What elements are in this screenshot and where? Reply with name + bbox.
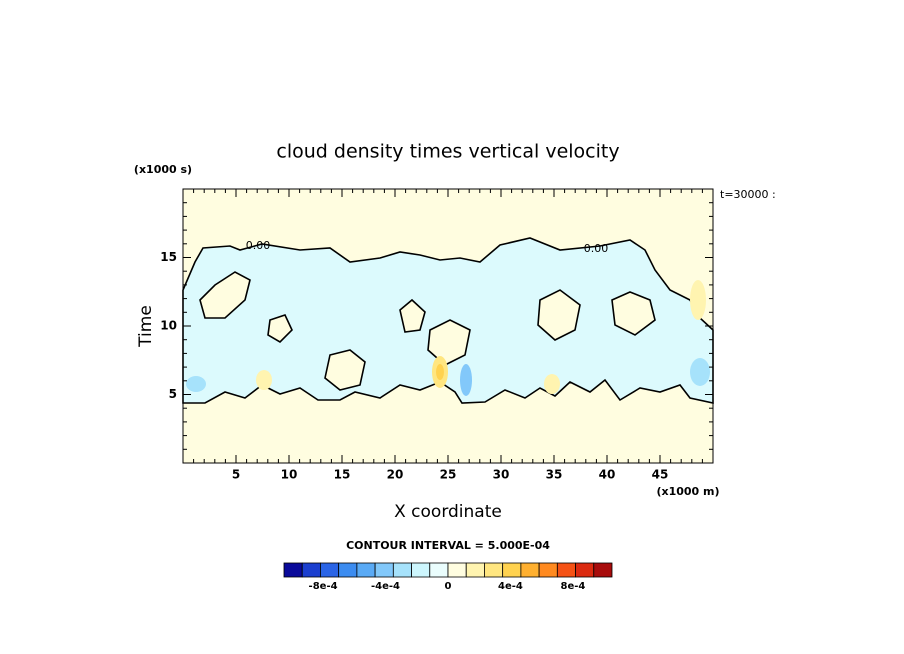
colorbar-box [429,562,449,578]
x-tick-label: 5 [232,468,240,482]
positive-patch [544,374,560,394]
negative-patch [186,376,206,392]
colorbar-box [502,562,522,578]
x-unit: (x1000 m) [656,485,719,498]
colorbar-box [593,562,613,578]
x-tick-label: 45 [652,468,669,482]
positive-patch [256,370,272,390]
x-tick-label: 40 [599,468,616,482]
positive-patch [690,280,706,320]
y-unit: (x1000 s) [134,163,192,176]
y-axis-label: Time [136,305,156,348]
contour-label: 0.00 [584,242,609,255]
colorbar-box [484,562,504,578]
positive-patch [436,364,444,380]
colorbar-box [520,562,540,578]
colorbar-label: -8e-4 [309,581,338,592]
colorbar-box [283,562,303,578]
negative-patch [690,358,710,386]
x-axis-label: X coordinate [394,502,502,522]
colorbar-box [374,562,394,578]
colorbar-box [301,562,321,578]
colorbar-box [320,562,340,578]
x-tick-label: 20 [387,468,404,482]
plot-field: 0.00 0.00 [182,188,714,464]
x-tick-label: 25 [440,468,457,482]
colorbar-box [411,562,431,578]
colorbar-box [556,562,576,578]
contour-interval: CONTOUR INTERVAL = 5.000E-04 [346,539,550,552]
chart-title: cloud density times vertical velocity [276,141,619,163]
contour-label: 0.00 [246,239,271,252]
negative-patch [460,364,472,396]
colorbar-box [447,562,467,578]
time-label: t=30000 : [720,188,776,201]
colorbar-box [338,562,358,578]
colorbar-box [356,562,376,578]
colorbar-box [538,562,558,578]
x-tick-label: 10 [281,468,298,482]
colorbar-box [465,562,485,578]
y-tick-label: 10 [160,319,177,333]
y-tick-label: 5 [169,387,177,401]
x-tick-label: 35 [546,468,563,482]
colorbar-label: -4e-4 [371,581,400,592]
colorbar-box [575,562,595,578]
colorbar-label: 4e-4 [498,581,523,592]
colorbar-label: 8e-4 [561,581,586,592]
y-tick-label: 15 [160,250,177,264]
x-tick-label: 30 [493,468,510,482]
x-tick-label: 15 [334,468,351,482]
colorbar-box [392,562,412,578]
colorbar-label: 0 [445,581,452,592]
positive-hole [199,271,656,391]
